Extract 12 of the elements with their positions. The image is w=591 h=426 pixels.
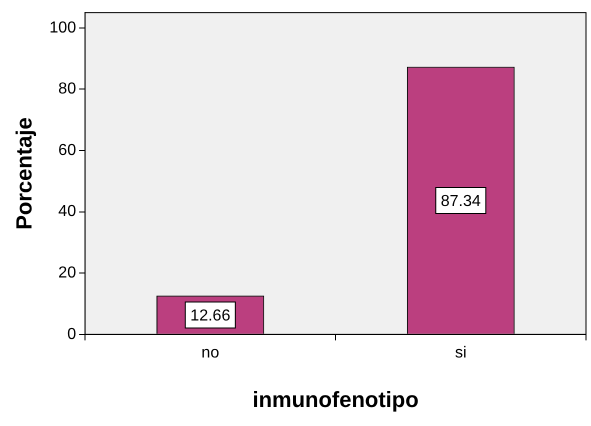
x-axis-title: inmunofenotipo — [252, 386, 419, 412]
data-label: 87.34 — [440, 192, 481, 210]
x-tick-label: si — [454, 344, 467, 362]
y-axis-title: Porcentaje — [11, 117, 36, 230]
y-tick-label: 100 — [49, 19, 76, 36]
y-tick-label: 20 — [58, 264, 76, 282]
y-tick-label: 40 — [58, 203, 76, 220]
y-tick-label: 80 — [58, 80, 76, 98]
data-label: 12.66 — [190, 307, 230, 324]
x-tick-label: no — [201, 344, 220, 362]
y-tick-label: 0 — [67, 326, 76, 343]
y-tick-label: 60 — [58, 142, 76, 159]
